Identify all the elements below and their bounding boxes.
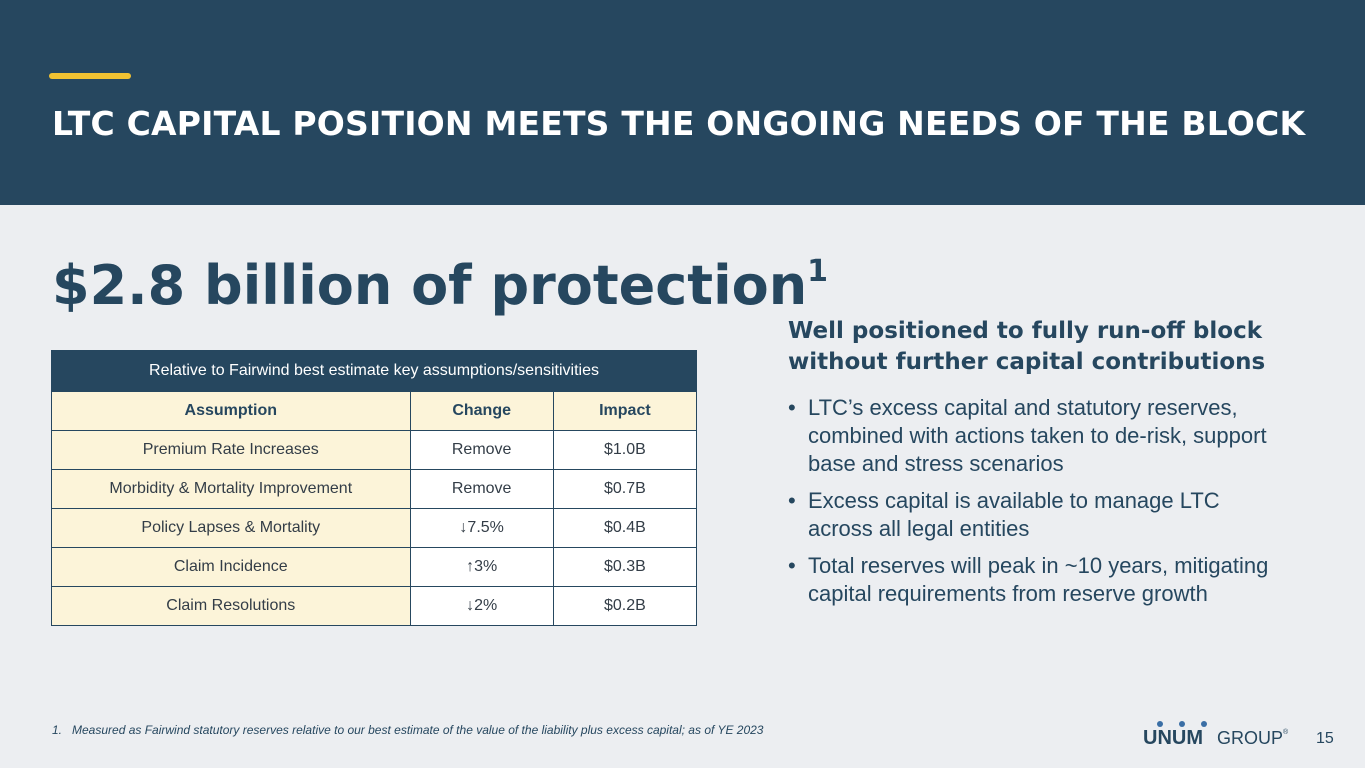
column-header-assumption: Assumption: [51, 391, 411, 431]
change-cell: ↓7.5%: [409, 508, 554, 548]
bullet-list: • LTC’s excess capital and statutory rese…: [788, 394, 1288, 617]
change-cell: Remove: [409, 469, 554, 509]
header-band: LTC CAPITAL POSITION MEETS THE ONGOING N…: [0, 0, 1365, 205]
table-row: Claim Resolutions ↓2% $0.2B: [51, 586, 698, 626]
positioning-heading: Well positioned to fully run-off block w…: [788, 318, 1266, 375]
footnote-number: 1.: [52, 723, 63, 737]
bullet-text: Excess capital is available to manage LT…: [808, 488, 1220, 541]
logo-dot: [1201, 721, 1207, 727]
bullet-icon: •: [788, 553, 796, 578]
bullet-icon: •: [788, 395, 796, 420]
protection-headline: $2.8 billion of protection1: [52, 254, 828, 317]
logo-registered-mark: ®: [1283, 728, 1289, 736]
list-item: • LTC’s excess capital and statutory rese…: [788, 394, 1288, 478]
logo-brand: UNUM: [1143, 727, 1203, 748]
bullet-text: Total reserves will peak in ~10 years, m…: [808, 553, 1269, 606]
column-header-impact: Impact: [552, 391, 698, 431]
page-title: LTC CAPITAL POSITION MEETS THE ONGOING N…: [52, 104, 1306, 143]
impact-cell: $0.3B: [552, 547, 698, 587]
table-row: Morbidity & Mortality Improvement Remove…: [51, 469, 698, 509]
list-item: • Excess capital is available to manage L…: [788, 487, 1288, 543]
assumption-cell: Policy Lapses & Mortality: [51, 508, 411, 548]
logo-dot: [1157, 721, 1163, 727]
unum-group-logo: UNUM GROUP ®: [1143, 721, 1289, 748]
accent-bar: [49, 73, 131, 79]
page-number: 15: [1316, 730, 1334, 747]
column-header-change: Change: [409, 391, 554, 431]
change-cell: Remove: [409, 430, 554, 470]
change-cell: ↓2%: [409, 586, 554, 626]
table-row: Claim Incidence ↑3% $0.3B: [51, 547, 698, 587]
assumption-cell: Morbidity & Mortality Improvement: [51, 469, 411, 509]
assumption-cell: Claim Resolutions: [51, 586, 411, 626]
footnote: 1. Measured as Fairwind statutory reserve…: [52, 723, 763, 737]
change-cell: ↑3%: [409, 547, 554, 587]
impact-cell: $0.2B: [552, 586, 698, 626]
table-caption: Relative to Fairwind best estimate key a…: [51, 350, 697, 392]
list-item: • Total reserves will peak in ~10 years, …: [788, 552, 1288, 608]
footnote-text: Measured as Fairwind statutory reserves …: [72, 723, 764, 737]
bullet-icon: •: [788, 488, 796, 513]
impact-cell: $0.4B: [552, 508, 698, 548]
sensitivity-table: Relative to Fairwind best estimate key a…: [51, 350, 698, 626]
assumption-cell: Claim Incidence: [51, 547, 411, 587]
bullet-text: LTC’s excess capital and statutory reser…: [808, 395, 1267, 476]
table-row: Premium Rate Increases Remove $1.0B: [51, 430, 698, 470]
logo-suffix: GROUP: [1217, 728, 1283, 748]
headline-text: $2.8 billion of protection: [52, 254, 808, 317]
logo-dot: [1179, 721, 1185, 727]
footnote-marker: 1: [807, 254, 829, 289]
assumption-cell: Premium Rate Increases: [51, 430, 411, 470]
table-row: Policy Lapses & Mortality ↓7.5% $0.4B: [51, 508, 698, 548]
impact-cell: $1.0B: [552, 430, 698, 470]
impact-cell: $0.7B: [552, 469, 698, 509]
